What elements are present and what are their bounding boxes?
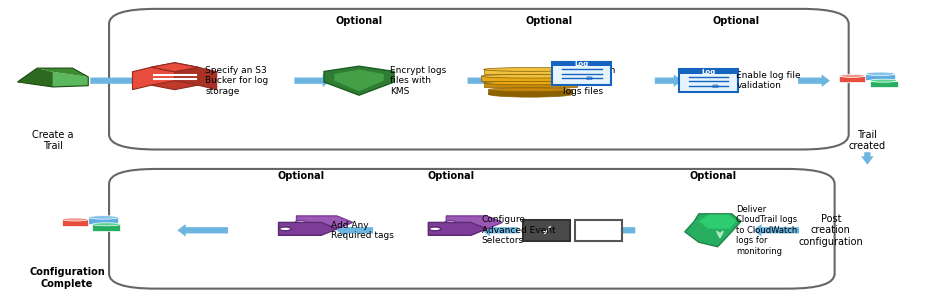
- Text: ✓: ✓: [540, 223, 553, 238]
- Text: Trail
created: Trail created: [849, 130, 886, 151]
- Polygon shape: [38, 68, 88, 77]
- Text: Add Any
Required tags: Add Any Required tags: [331, 220, 393, 240]
- Text: Optional: Optional: [277, 172, 325, 182]
- Polygon shape: [151, 63, 198, 72]
- Text: Deliver
CloudTrail logs
to CloudWatch
logs for
monitoring: Deliver CloudTrail logs to CloudWatch lo…: [736, 205, 797, 255]
- Ellipse shape: [92, 223, 120, 226]
- Circle shape: [429, 227, 441, 231]
- FancyBboxPatch shape: [523, 220, 570, 241]
- Ellipse shape: [484, 68, 577, 71]
- Text: Create a
Trail: Create a Trail: [32, 130, 73, 151]
- Polygon shape: [685, 214, 741, 247]
- Polygon shape: [18, 78, 29, 83]
- Ellipse shape: [839, 74, 865, 77]
- Polygon shape: [334, 69, 384, 91]
- FancyBboxPatch shape: [679, 69, 738, 92]
- Text: Log: Log: [701, 69, 716, 75]
- Polygon shape: [62, 220, 88, 226]
- Polygon shape: [92, 224, 120, 230]
- Ellipse shape: [88, 216, 118, 219]
- Polygon shape: [297, 216, 353, 229]
- FancyBboxPatch shape: [109, 169, 835, 289]
- Text: Encrypt logs
files with
KMS: Encrypt logs files with KMS: [390, 66, 446, 95]
- Text: Optional: Optional: [335, 16, 382, 26]
- Polygon shape: [151, 63, 198, 90]
- Text: Optional: Optional: [713, 16, 760, 26]
- FancyBboxPatch shape: [552, 62, 611, 85]
- Text: Specify an S3
Bucker for log
storage: Specify an S3 Bucker for log storage: [206, 66, 269, 95]
- Ellipse shape: [484, 81, 577, 85]
- Circle shape: [280, 227, 291, 231]
- Polygon shape: [279, 222, 337, 235]
- Polygon shape: [428, 222, 486, 235]
- Text: Optional: Optional: [689, 172, 736, 182]
- Ellipse shape: [62, 218, 88, 221]
- Text: Post
creation
configuration: Post creation configuration: [798, 214, 863, 247]
- Text: Configuration
Complete: Configuration Complete: [29, 267, 105, 289]
- Polygon shape: [870, 81, 898, 87]
- Text: ✏: ✏: [712, 82, 720, 92]
- Text: Notification
of new
logs files: Notification of new logs files: [563, 66, 615, 95]
- Polygon shape: [484, 69, 577, 74]
- Text: Enable log file
validation: Enable log file validation: [736, 71, 801, 90]
- Polygon shape: [552, 62, 611, 66]
- Ellipse shape: [481, 74, 579, 78]
- Polygon shape: [53, 72, 88, 87]
- Polygon shape: [18, 68, 53, 87]
- Polygon shape: [679, 69, 738, 74]
- FancyBboxPatch shape: [575, 220, 622, 241]
- Circle shape: [295, 220, 307, 224]
- Ellipse shape: [865, 72, 896, 76]
- Text: ✏: ✏: [586, 75, 593, 85]
- Polygon shape: [481, 76, 579, 81]
- Polygon shape: [699, 215, 736, 229]
- Text: Configure
Advanced Event
Selectors: Configure Advanced Event Selectors: [482, 215, 555, 245]
- Ellipse shape: [488, 88, 573, 92]
- Polygon shape: [324, 66, 394, 95]
- FancyBboxPatch shape: [109, 9, 849, 149]
- Text: Optional: Optional: [427, 172, 474, 182]
- Polygon shape: [132, 67, 175, 90]
- Polygon shape: [488, 90, 573, 94]
- Polygon shape: [839, 76, 865, 82]
- Polygon shape: [88, 217, 118, 223]
- Polygon shape: [865, 74, 896, 80]
- Ellipse shape: [870, 79, 898, 82]
- Ellipse shape: [488, 91, 573, 97]
- Text: Log: Log: [575, 61, 589, 67]
- Text: Optional: Optional: [526, 16, 573, 26]
- Circle shape: [445, 220, 456, 224]
- Polygon shape: [484, 83, 577, 87]
- Polygon shape: [446, 216, 502, 229]
- Polygon shape: [175, 67, 217, 90]
